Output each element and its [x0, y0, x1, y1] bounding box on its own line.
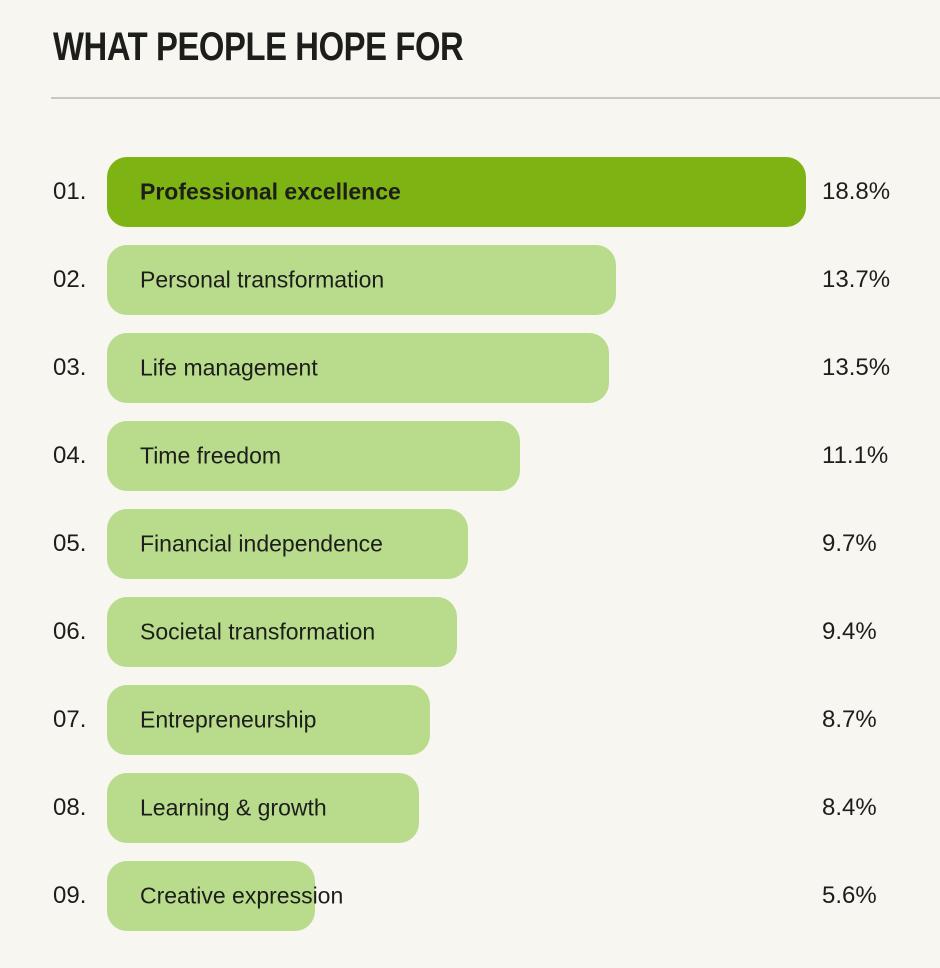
category-label: Life management — [140, 354, 318, 381]
value-label: 5.6% — [822, 882, 877, 909]
bar-track: Financial independence — [107, 509, 806, 579]
rank-label: 02. — [53, 266, 87, 293]
bar-row: 07. Entrepreneurship 8.7% — [53, 685, 940, 755]
rank-label: 01. — [53, 178, 87, 205]
bar — [107, 773, 420, 843]
bar — [107, 421, 520, 491]
bar-row: 02. Personal transformation 13.7% — [53, 245, 940, 315]
category-label: Time freedom — [140, 442, 282, 469]
category-label: Personal transformation — [140, 266, 385, 293]
bar — [107, 333, 609, 403]
bar-track: Life management — [107, 333, 806, 403]
bar-row: 04. Time freedom 11.1% — [53, 421, 940, 491]
bar-track: Professional excellence — [107, 157, 806, 227]
category-label: Professional excellence — [140, 178, 401, 205]
bar — [107, 685, 431, 755]
bar-track: Entrepreneurship — [107, 685, 806, 755]
bar — [107, 245, 617, 315]
category-label: Financial independence — [140, 530, 383, 557]
value-label: 13.5% — [822, 354, 891, 381]
rank-label: 06. — [53, 618, 87, 645]
bar-row: 06. Societal transformation 9.4% — [53, 597, 940, 667]
bar-track: Societal transformation — [107, 597, 806, 667]
bar — [107, 509, 468, 579]
value-label: 9.4% — [822, 618, 877, 645]
bar-row: 05. Financial independence 9.7% — [53, 509, 940, 579]
bar-row: 01. Professional excellence 18.8% — [53, 157, 940, 227]
page-title: WHAT PEOPLE HOPE FOR — [53, 25, 464, 69]
category-label: Societal transformation — [140, 618, 376, 645]
bar-track: Creative expression — [107, 861, 806, 931]
divider — [51, 97, 940, 99]
bar-track: Learning & growth — [107, 773, 806, 843]
category-label: Entrepreneurship — [140, 706, 317, 733]
value-label: 9.7% — [822, 530, 877, 557]
rank-label: 07. — [53, 706, 87, 733]
bar-chart: 01. Professional excellence 18.8% 02. Pe… — [53, 157, 940, 949]
bar-track: Time freedom — [107, 421, 806, 491]
rank-label: 03. — [53, 354, 87, 381]
value-label: 8.7% — [822, 706, 877, 733]
value-label: 8.4% — [822, 794, 877, 821]
rank-label: 09. — [53, 882, 87, 909]
rank-label: 05. — [53, 530, 87, 557]
rank-label: 08. — [53, 794, 87, 821]
bar-track: Personal transformation — [107, 245, 806, 315]
category-label: Learning & growth — [140, 794, 327, 821]
bar — [107, 861, 316, 931]
bar — [107, 597, 457, 667]
bar-row: 03. Life management 13.5% — [53, 333, 940, 403]
value-label: 13.7% — [822, 266, 891, 293]
category-label: Creative expression — [140, 882, 344, 909]
bar — [107, 157, 806, 227]
bar-row: 09. Creative expression 5.6% — [53, 861, 940, 931]
rank-label: 04. — [53, 442, 87, 469]
bar-row: 08. Learning & growth 8.4% — [53, 773, 940, 843]
value-label: 11.1% — [822, 442, 889, 469]
value-label: 18.8% — [822, 178, 891, 205]
